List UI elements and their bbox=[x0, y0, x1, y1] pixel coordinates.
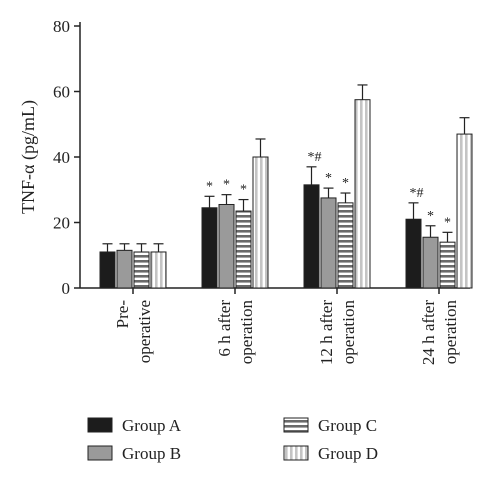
legend-label: Group C bbox=[318, 416, 377, 435]
bar-group-d bbox=[456, 133, 473, 289]
x-tick-label: 6 h after bbox=[215, 300, 234, 357]
bar-group-d bbox=[150, 251, 167, 289]
significance-marker: * bbox=[206, 179, 213, 194]
legend-swatch bbox=[87, 417, 113, 433]
significance-marker: *# bbox=[308, 150, 322, 165]
x-tick-label: 24 h after bbox=[419, 300, 438, 365]
legend-swatch bbox=[87, 445, 113, 461]
y-axis-label: TNF-α (pg/mL) bbox=[18, 100, 39, 214]
legend-swatch bbox=[283, 417, 309, 433]
bar-group-a bbox=[99, 251, 116, 289]
x-tick-label: operation bbox=[237, 300, 256, 365]
bar-group-b bbox=[116, 249, 133, 289]
significance-marker: * bbox=[240, 183, 247, 198]
bar-group-c bbox=[439, 241, 456, 289]
bar-group-d bbox=[354, 99, 371, 289]
bar-group-a bbox=[201, 207, 218, 289]
significance-marker: * bbox=[325, 171, 332, 186]
significance-marker: *# bbox=[410, 186, 424, 201]
bar-group-a bbox=[303, 184, 320, 289]
legend: Group A Group B Group C Group D bbox=[87, 416, 378, 463]
legend-label: Group A bbox=[122, 416, 182, 435]
x-tick-label-group: 6 h after operation bbox=[215, 300, 256, 365]
x-tick-label: 12 h after bbox=[317, 300, 336, 365]
x-tick-label: Pre- bbox=[113, 300, 132, 329]
x-tick-label: operation bbox=[441, 300, 460, 365]
y-tick-label: 40 bbox=[53, 148, 70, 167]
bar-group-c bbox=[235, 210, 252, 289]
bar-group-b bbox=[422, 236, 439, 289]
bar-group-a bbox=[405, 218, 422, 289]
bar-group-d bbox=[252, 156, 269, 289]
x-tick-label: operation bbox=[339, 300, 358, 365]
plot-area: 0 20 40 60 80 TNF-α (pg/mL) Pre-operative * * * 6 … bbox=[18, 17, 473, 366]
x-tick-label-group: Pre-operative bbox=[113, 300, 154, 364]
bar-group-c bbox=[337, 202, 354, 289]
bar-group-c bbox=[133, 251, 150, 289]
y-tick-label: 60 bbox=[53, 83, 70, 102]
significance-marker: * bbox=[427, 209, 434, 224]
significance-marker: * bbox=[223, 178, 230, 193]
y-tick-label: 20 bbox=[53, 214, 70, 233]
x-tick-label-group: 12 h after operation bbox=[317, 300, 358, 366]
y-tick-label: 80 bbox=[53, 17, 70, 36]
x-tick-label: operative bbox=[135, 300, 154, 363]
legend-label: Group B bbox=[122, 444, 181, 463]
x-tick-label-group: 24 h after operation bbox=[419, 300, 460, 366]
legend-label: Group D bbox=[318, 444, 378, 463]
bar-group-b bbox=[320, 197, 337, 289]
bar-group-b bbox=[218, 203, 235, 289]
significance-marker: * bbox=[342, 176, 349, 191]
y-tick-label: 0 bbox=[62, 279, 71, 298]
legend-swatch bbox=[283, 445, 309, 461]
significance-marker: * bbox=[444, 215, 451, 230]
